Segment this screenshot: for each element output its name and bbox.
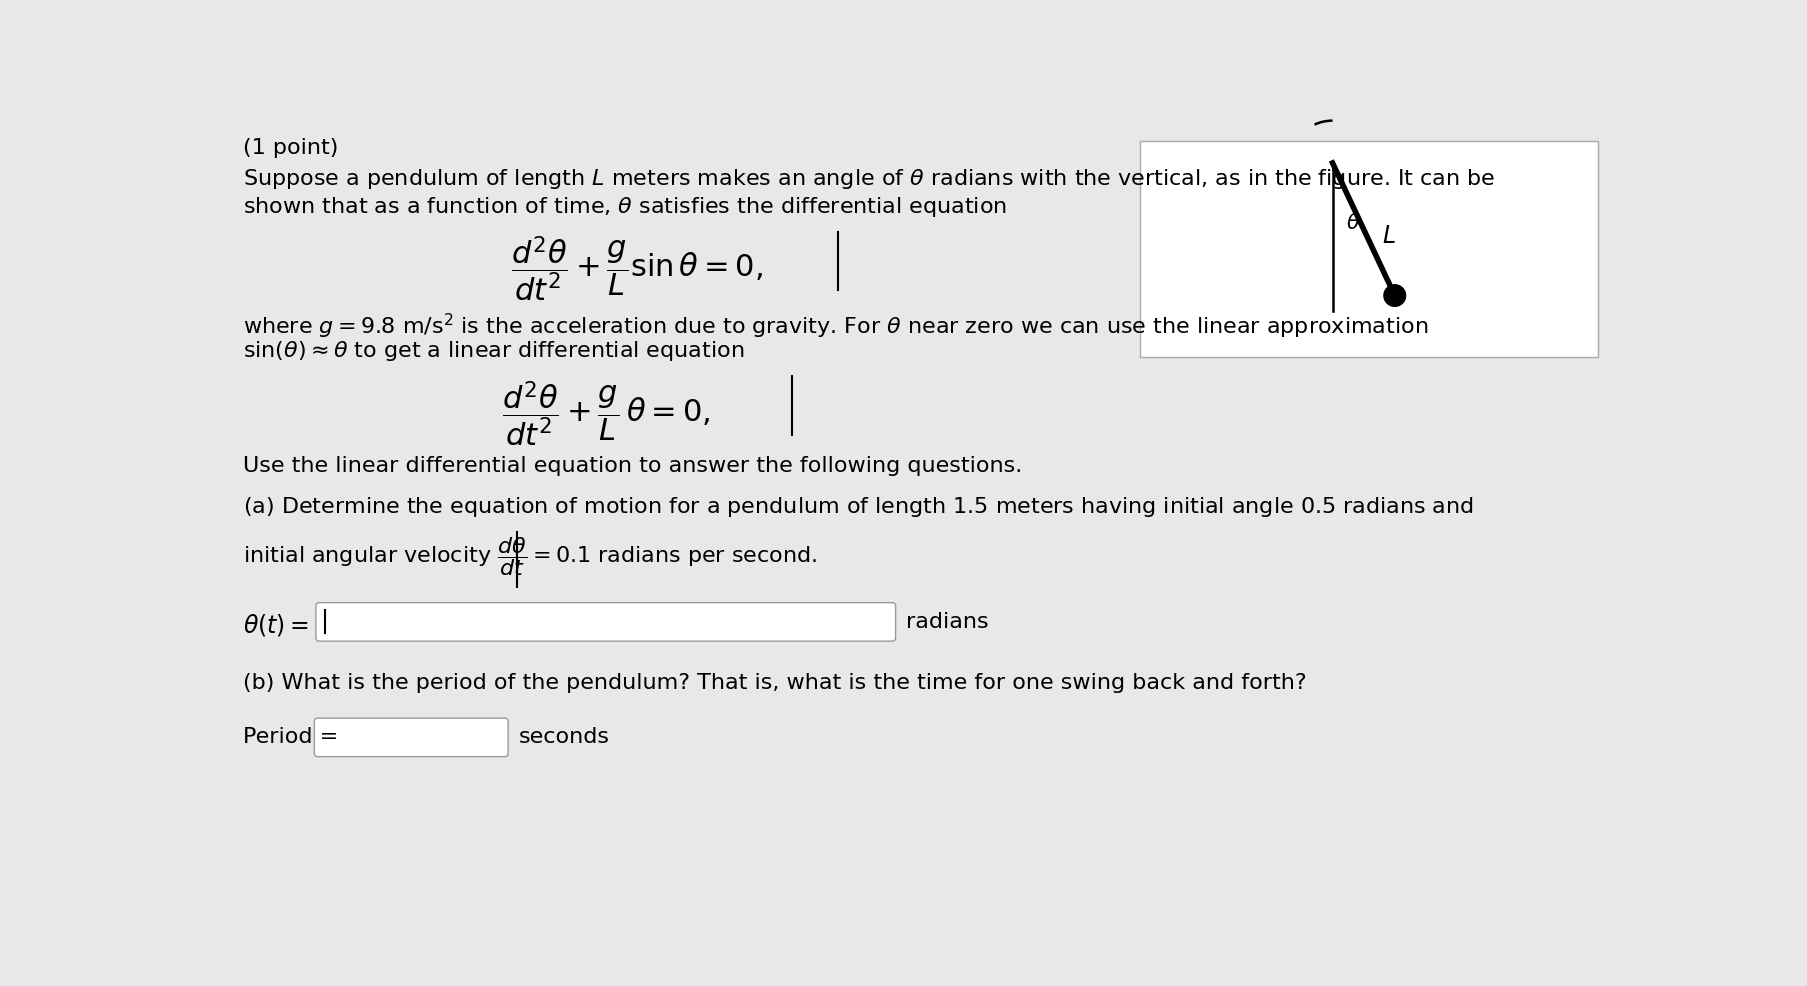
Text: $\theta(t) =$: $\theta(t) =$ bbox=[242, 612, 309, 638]
Text: Period =: Period = bbox=[242, 728, 345, 747]
Text: seconds: seconds bbox=[519, 728, 609, 747]
Text: (b) What is the period of the pendulum? That is, what is the time for one swing : (b) What is the period of the pendulum? … bbox=[242, 673, 1306, 693]
Text: radians: radians bbox=[905, 612, 988, 632]
Text: (a) Determine the equation of motion for a pendulum of length $1.5$ meters havin: (a) Determine the equation of motion for… bbox=[242, 495, 1473, 519]
Text: Use the linear differential equation to answer the following questions.: Use the linear differential equation to … bbox=[242, 457, 1021, 476]
Text: initial angular velocity $\dfrac{d\theta}{dt} = 0.1$ radians per second.: initial angular velocity $\dfrac{d\theta… bbox=[242, 534, 817, 578]
Text: where $g = 9.8$ m/s$^2$ is the acceleration due to gravity. For $\theta$ near ze: where $g = 9.8$ m/s$^2$ is the accelerat… bbox=[242, 312, 1428, 341]
Text: shown that as a function of time, $\theta$ satisfies the differential equation: shown that as a function of time, $\thet… bbox=[242, 194, 1006, 219]
Text: $\theta$: $\theta$ bbox=[1346, 213, 1361, 233]
FancyBboxPatch shape bbox=[316, 602, 894, 641]
Text: (1 point): (1 point) bbox=[242, 138, 338, 158]
FancyBboxPatch shape bbox=[314, 718, 508, 756]
Text: $L$: $L$ bbox=[1382, 225, 1395, 248]
FancyBboxPatch shape bbox=[1140, 141, 1597, 357]
Circle shape bbox=[1382, 285, 1404, 307]
Text: $\sin(\theta) \approx \theta$ to get a linear differential equation: $\sin(\theta) \approx \theta$ to get a l… bbox=[242, 339, 744, 363]
Text: Suppose a pendulum of length $\mathit{L}$ meters makes an angle of $\theta$ radi: Suppose a pendulum of length $\mathit{L}… bbox=[242, 167, 1494, 191]
Text: $\dfrac{d^2\theta}{dt^2} + \dfrac{g}{L}\,\theta = 0,$: $\dfrac{d^2\theta}{dt^2} + \dfrac{g}{L}\… bbox=[501, 380, 710, 449]
Text: $\dfrac{d^2\theta}{dt^2} + \dfrac{g}{L} \sin \theta = 0,$: $\dfrac{d^2\theta}{dt^2} + \dfrac{g}{L} … bbox=[510, 235, 763, 304]
